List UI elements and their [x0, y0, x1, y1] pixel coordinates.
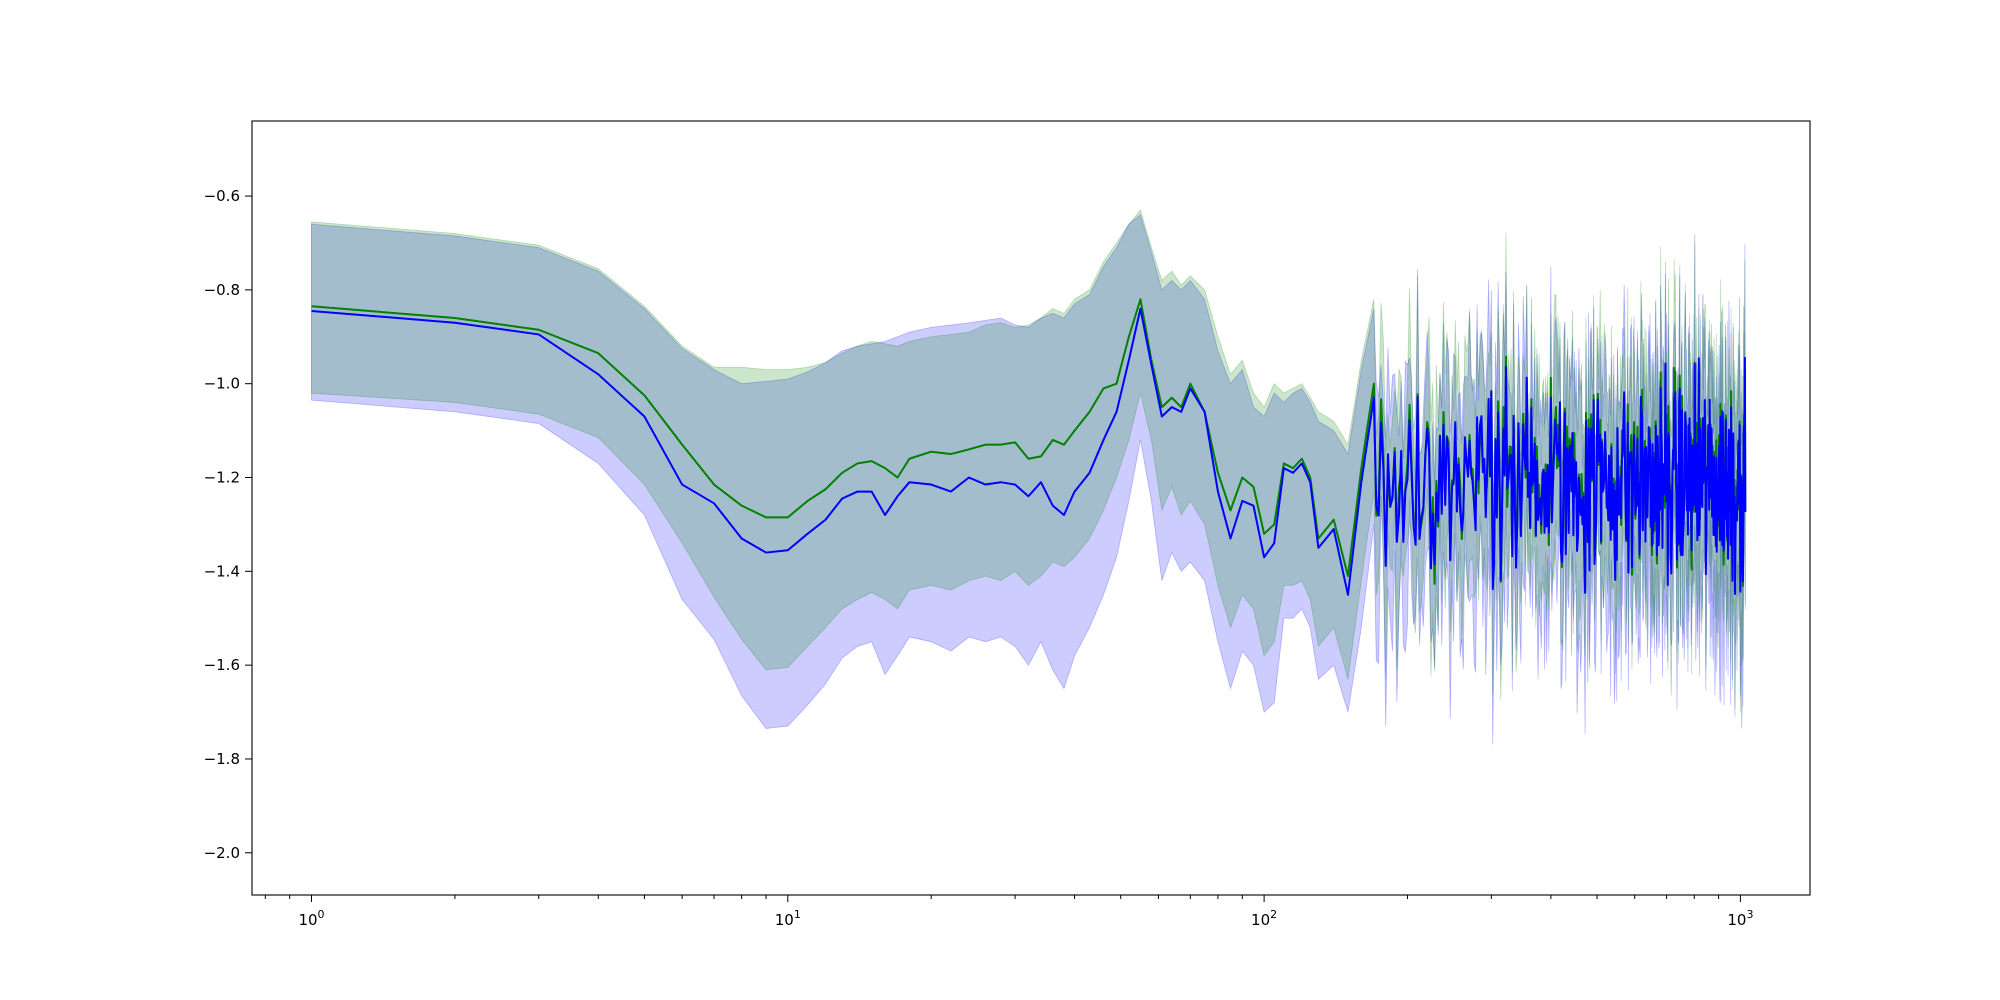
- y-tick-label: −1.4: [204, 562, 240, 580]
- plot-area: [311, 209, 1747, 745]
- y-tick-label: −2.0: [204, 844, 240, 862]
- y-tick-label: −1.0: [204, 375, 240, 393]
- series-1-mean-line: [311, 307, 1747, 596]
- series-1-confidence-band: [311, 214, 1746, 745]
- y-tick-label: −0.8: [204, 281, 240, 299]
- x-tick-label: 100: [298, 908, 324, 929]
- y-tick-label: −0.6: [204, 187, 240, 205]
- x-tick-label: 103: [1727, 908, 1753, 929]
- y-tick-label: −1.6: [204, 656, 240, 674]
- x-tick-label: 102: [1251, 908, 1277, 929]
- y-tick-label: −1.2: [204, 469, 240, 487]
- x-tick-label: 101: [775, 908, 801, 929]
- y-axis: −0.6 −0.8 −1.0 −1.2 −1.4 −1.6 −1.8 −2.0: [204, 187, 252, 862]
- y-tick-label: −1.8: [204, 750, 240, 768]
- series-0-confidence-band: [311, 209, 1746, 713]
- axes-frame: [251, 120, 1811, 896]
- x-axis: 100 101 102 103: [264, 895, 1753, 929]
